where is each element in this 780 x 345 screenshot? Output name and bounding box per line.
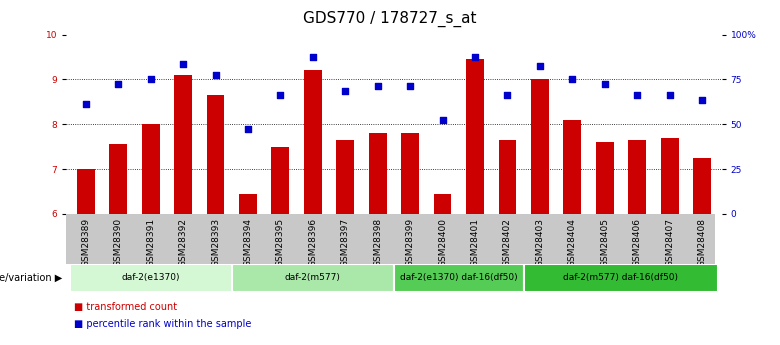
Bar xyxy=(142,124,160,214)
Bar xyxy=(69,264,232,292)
Point xyxy=(436,117,448,122)
Bar xyxy=(523,264,718,292)
Bar xyxy=(401,133,419,214)
Text: GSM28398: GSM28398 xyxy=(373,218,382,267)
Point xyxy=(339,88,352,93)
Point xyxy=(209,72,222,78)
Text: GSM28400: GSM28400 xyxy=(438,218,447,267)
Point xyxy=(598,81,611,87)
Text: daf-2(e1370) daf-16(df50): daf-2(e1370) daf-16(df50) xyxy=(400,273,518,282)
Text: GSM28390: GSM28390 xyxy=(114,218,122,267)
Point xyxy=(274,92,286,98)
Point xyxy=(663,92,675,98)
Text: GSM28404: GSM28404 xyxy=(568,218,576,267)
Point xyxy=(144,77,157,82)
Text: GSM28393: GSM28393 xyxy=(211,218,220,267)
Point xyxy=(80,101,92,107)
Point xyxy=(112,81,125,87)
Text: GSM28403: GSM28403 xyxy=(535,218,544,267)
Bar xyxy=(693,158,711,214)
Text: GSM28408: GSM28408 xyxy=(697,218,707,267)
Point xyxy=(566,77,579,82)
Text: daf-2(e1370): daf-2(e1370) xyxy=(122,273,180,282)
Bar xyxy=(628,140,646,214)
Point xyxy=(242,126,254,131)
Bar xyxy=(109,144,127,214)
Text: GSM28407: GSM28407 xyxy=(665,218,674,267)
Point xyxy=(502,92,514,98)
Bar xyxy=(369,133,387,214)
Bar xyxy=(174,75,192,214)
Bar xyxy=(271,147,289,214)
Text: ■ percentile rank within the sample: ■ percentile rank within the sample xyxy=(74,319,251,329)
Bar xyxy=(239,194,257,214)
Text: GDS770 / 178727_s_at: GDS770 / 178727_s_at xyxy=(303,10,477,27)
Text: GSM28392: GSM28392 xyxy=(179,218,187,267)
Bar xyxy=(661,138,679,214)
Text: GSM28399: GSM28399 xyxy=(406,218,415,267)
Bar xyxy=(207,95,225,214)
Bar xyxy=(336,140,354,214)
Point xyxy=(177,61,190,67)
Point xyxy=(696,97,708,102)
Text: GSM28394: GSM28394 xyxy=(243,218,253,267)
Bar xyxy=(563,120,581,214)
Bar xyxy=(498,140,516,214)
Bar xyxy=(434,194,452,214)
Point xyxy=(534,63,546,69)
Bar xyxy=(531,79,549,214)
Bar xyxy=(232,264,394,292)
Text: GSM28397: GSM28397 xyxy=(341,218,349,267)
Text: GSM28402: GSM28402 xyxy=(503,218,512,267)
Text: GSM28405: GSM28405 xyxy=(601,218,609,267)
Bar xyxy=(77,169,94,214)
Text: daf-2(m577) daf-16(df50): daf-2(m577) daf-16(df50) xyxy=(563,273,679,282)
Bar xyxy=(466,59,484,214)
Text: GSM28395: GSM28395 xyxy=(276,218,285,267)
Text: GSM28391: GSM28391 xyxy=(146,218,155,267)
Text: genotype/variation ▶: genotype/variation ▶ xyxy=(0,273,62,283)
Text: GSM28406: GSM28406 xyxy=(633,218,642,267)
Bar xyxy=(394,264,523,292)
Text: GSM28401: GSM28401 xyxy=(470,218,480,267)
Point xyxy=(469,54,481,60)
Point xyxy=(371,83,384,89)
Point xyxy=(307,54,319,60)
Text: daf-2(m577): daf-2(m577) xyxy=(285,273,341,282)
Text: GSM28396: GSM28396 xyxy=(308,218,317,267)
Bar xyxy=(304,70,321,214)
Point xyxy=(404,83,417,89)
Text: GSM28389: GSM28389 xyxy=(81,218,90,267)
Bar xyxy=(596,142,614,214)
Text: ■ transformed count: ■ transformed count xyxy=(74,302,177,312)
Point xyxy=(631,92,644,98)
